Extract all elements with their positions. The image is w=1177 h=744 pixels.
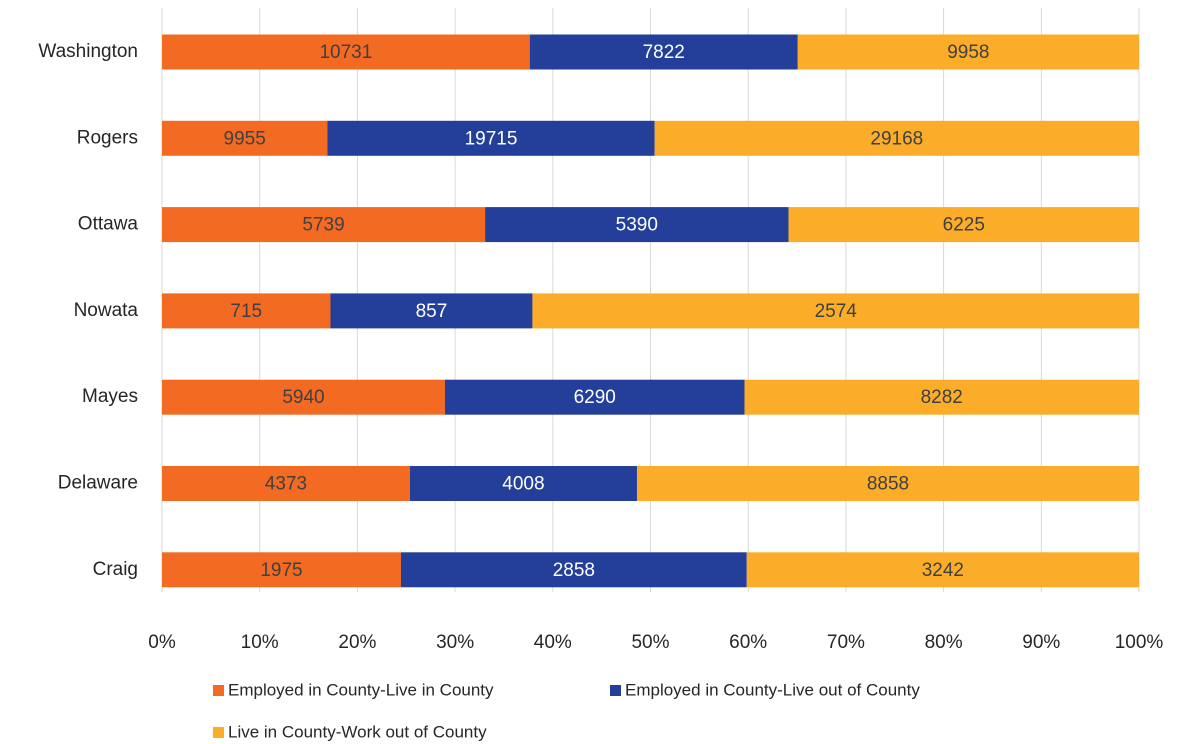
data-label: 3242 <box>922 560 964 581</box>
bar-segment <box>327 120 655 156</box>
data-label: 4008 <box>502 474 544 495</box>
data-label: 7822 <box>643 42 685 63</box>
bar-segment <box>330 293 533 329</box>
data-label: 9958 <box>947 42 989 63</box>
x-tick-label: 30% <box>436 632 474 653</box>
bar-segment <box>444 379 745 415</box>
data-label: 19715 <box>465 128 518 149</box>
x-tick-label: 60% <box>729 632 767 653</box>
legend-swatch <box>213 685 224 696</box>
y-tick-label: Rogers <box>77 127 138 148</box>
bar-segment <box>788 207 1139 243</box>
data-label: 2574 <box>815 301 858 322</box>
bar-segment <box>162 552 401 588</box>
y-tick-label: Craig <box>93 559 138 580</box>
x-tick-label: 50% <box>631 632 669 653</box>
data-label: 10731 <box>319 42 372 63</box>
bar-segment <box>529 34 798 70</box>
bar-segment <box>485 207 789 243</box>
data-label: 6290 <box>574 387 616 408</box>
y-tick-label: Mayes <box>82 386 138 407</box>
legend-swatch <box>213 727 224 738</box>
data-label: 1975 <box>260 560 302 581</box>
data-label: 5390 <box>616 215 658 236</box>
bar-segment <box>162 207 486 243</box>
bar-segment <box>746 552 1139 588</box>
data-label: 857 <box>416 301 448 322</box>
data-label: 715 <box>230 301 262 322</box>
data-label: 9955 <box>224 128 266 149</box>
bar-segment <box>162 466 410 501</box>
data-label: 4373 <box>265 474 307 495</box>
data-label: 29168 <box>870 128 923 149</box>
bar-segment <box>162 34 530 70</box>
bar-segment <box>409 466 637 501</box>
data-label: 6225 <box>943 215 985 236</box>
legend-label: Live in County-Work out of County <box>228 722 487 741</box>
x-tick-label: 0% <box>148 632 176 653</box>
y-tick-label: Delaware <box>58 473 138 494</box>
x-tick-label: 10% <box>241 632 279 653</box>
legend-label: Employed in County-Live out of County <box>625 680 920 699</box>
y-tick-label: Washington <box>38 41 138 62</box>
data-label: 8282 <box>921 387 963 408</box>
bar-segment <box>532 293 1139 329</box>
x-tick-label: 70% <box>827 632 865 653</box>
x-tick-label: 20% <box>338 632 376 653</box>
bar-segment <box>162 293 331 329</box>
legend-label: Employed in County-Live in County <box>228 680 494 699</box>
data-label: 5940 <box>282 387 324 408</box>
bar-segment <box>797 34 1139 70</box>
data-label: 2858 <box>553 560 595 581</box>
bar-segment <box>162 120 328 156</box>
y-tick-label: Ottawa <box>78 214 139 235</box>
x-tick-label: 40% <box>534 632 572 653</box>
y-tick-label: Nowata <box>74 300 139 321</box>
legend-swatch <box>610 685 621 696</box>
bar-segment <box>636 466 1139 501</box>
x-tick-label: 100% <box>1115 632 1164 653</box>
bar-segment <box>400 552 747 588</box>
x-tick-label: 80% <box>925 632 963 653</box>
data-label: 8858 <box>867 474 909 495</box>
x-tick-label: 90% <box>1022 632 1060 653</box>
data-label: 5739 <box>302 215 344 236</box>
bar-segment <box>162 379 445 415</box>
bar-segment <box>654 120 1139 156</box>
bar-segment <box>744 379 1139 415</box>
